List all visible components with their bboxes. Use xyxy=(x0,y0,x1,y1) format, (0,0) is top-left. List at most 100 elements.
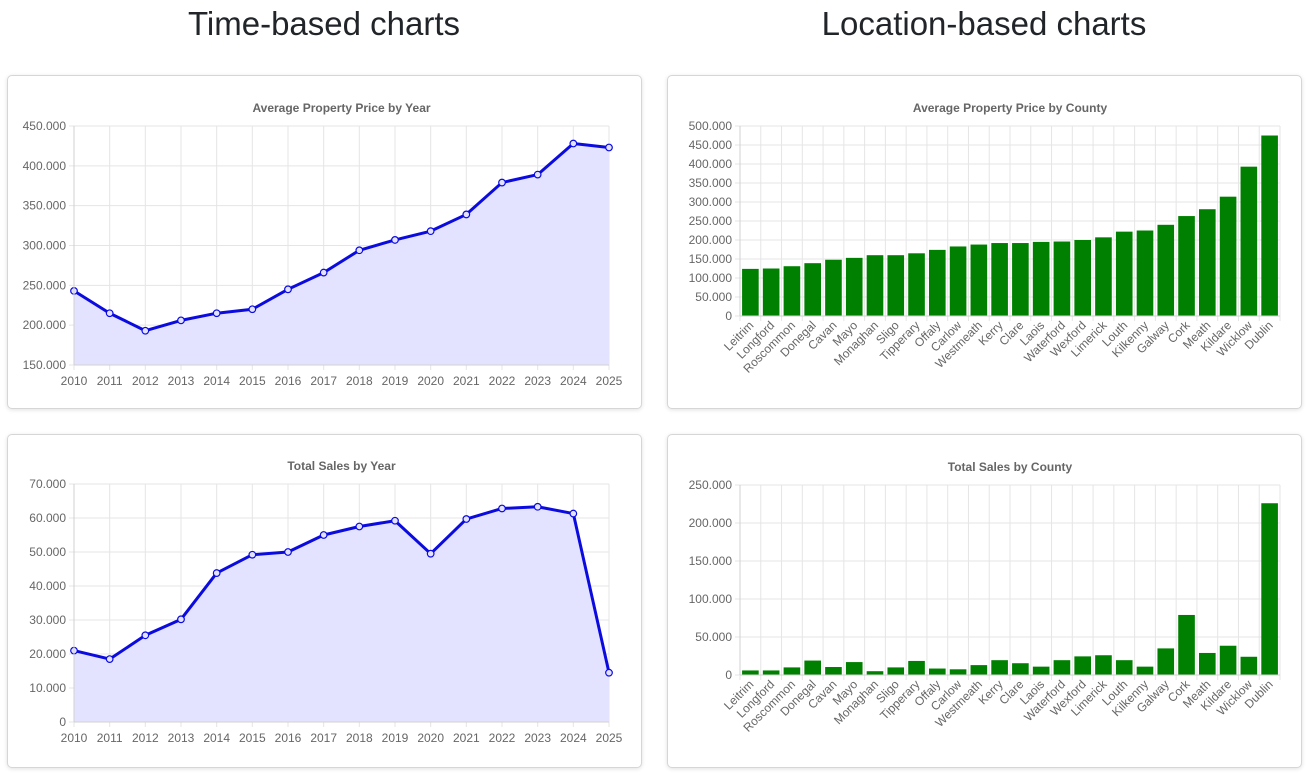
bar xyxy=(742,670,759,675)
x-tick-label: 2018 xyxy=(346,731,373,745)
y-tick-label: 300.000 xyxy=(23,239,67,253)
sales-by-county-chart: Total Sales by County 0 50.000 100.000 150.0… xyxy=(689,460,1281,735)
data-point xyxy=(605,668,613,677)
bar xyxy=(783,667,801,675)
y-tick-label: 150.000 xyxy=(23,358,67,372)
x-tick-label: 2015 xyxy=(239,374,266,388)
data-point xyxy=(498,504,506,513)
y-tick-label: 50.000 xyxy=(29,545,66,559)
bar xyxy=(1012,663,1029,675)
y-tick-label: 200.000 xyxy=(23,318,67,332)
y-tick-label: 250.000 xyxy=(689,478,733,492)
y-tick-label: 0 xyxy=(59,715,66,729)
y-tick-label: 50.000 xyxy=(695,630,732,644)
x-tick-label: 2021 xyxy=(453,374,480,388)
y-tick-label: 200.000 xyxy=(689,516,733,530)
x-tick-label: 2013 xyxy=(168,374,195,388)
price-by-year-card: Average Property Price by Year 150.000 200… xyxy=(7,75,642,409)
data-point xyxy=(141,326,150,335)
bar xyxy=(1053,241,1071,316)
y-tick-label: 60.000 xyxy=(29,511,66,525)
data-point xyxy=(177,316,185,325)
x-tick-label: 2020 xyxy=(417,731,444,745)
data-point xyxy=(177,615,185,624)
bar xyxy=(1074,240,1091,316)
bar xyxy=(949,246,967,316)
y-tick-label: 500.000 xyxy=(689,119,733,133)
data-point xyxy=(569,509,578,518)
bar xyxy=(1219,196,1237,316)
bar xyxy=(908,660,925,675)
x-tick-label: 2016 xyxy=(275,374,302,388)
bar xyxy=(1012,243,1029,316)
data-point xyxy=(533,170,542,179)
bar xyxy=(929,249,946,316)
bar xyxy=(1178,614,1195,675)
bar xyxy=(1136,666,1154,675)
bar xyxy=(1053,660,1071,675)
x-tick-label: 2010 xyxy=(61,731,88,745)
x-tick-label: 2019 xyxy=(382,374,409,388)
data-point xyxy=(426,549,435,558)
bar xyxy=(845,257,863,316)
bar xyxy=(783,266,801,316)
bar xyxy=(908,253,925,316)
bar xyxy=(991,243,1008,316)
bar xyxy=(825,667,842,675)
y-tick-label: 20.000 xyxy=(29,647,66,661)
bar xyxy=(1095,655,1112,675)
bar xyxy=(1240,166,1258,316)
sales-by-year-chart: Total Sales by Year 0 10.000 20.000 30.000 40… xyxy=(29,459,623,745)
location-charts-heading: Location-based charts xyxy=(821,5,1147,42)
y-tick-label: 400.000 xyxy=(689,157,733,171)
data-point xyxy=(105,309,114,318)
x-tick-label: 2025 xyxy=(596,374,623,388)
data-point xyxy=(355,246,364,255)
x-tick-label: 2023 xyxy=(524,731,551,745)
price-by-county-card: Average Property Price by County 0 50.000 1… xyxy=(667,75,1302,409)
series-line xyxy=(73,505,611,674)
y-tick-label: 450.000 xyxy=(23,119,67,133)
x-tick-label: 2025 xyxy=(596,731,623,745)
bar xyxy=(866,255,884,316)
x-tick-label: 2018 xyxy=(346,374,373,388)
bar xyxy=(1261,503,1278,675)
data-point xyxy=(284,548,292,556)
time-charts-heading: Time-based charts xyxy=(187,5,461,42)
bar xyxy=(1032,666,1050,675)
y-tick-label: 200.000 xyxy=(689,233,733,247)
x-tick-label: 2011 xyxy=(97,374,123,388)
y-tick-label: 0 xyxy=(725,309,732,323)
x-tick-label: 2022 xyxy=(489,374,516,388)
bar xyxy=(804,660,821,675)
data-point xyxy=(391,516,399,525)
x-tick-label: 2024 xyxy=(560,374,587,388)
x-tick-label: 2024 xyxy=(560,731,587,745)
bar xyxy=(1074,656,1091,675)
data-point xyxy=(141,631,150,640)
bar xyxy=(887,255,905,316)
bar xyxy=(1261,135,1278,316)
bar xyxy=(949,669,967,675)
sales-by-year-card: Total Sales by Year 0 10.000 20.000 30.000 40… xyxy=(7,434,642,768)
y-tick-label: 100.000 xyxy=(689,592,733,606)
bar xyxy=(970,244,988,316)
x-tick-label: 2023 xyxy=(524,374,551,388)
x-tick-label: 2011 xyxy=(97,731,123,745)
x-tick-label: 2020 xyxy=(417,374,444,388)
data-point xyxy=(319,531,328,539)
bar xyxy=(1095,237,1112,316)
x-tick-label: 2015 xyxy=(239,731,266,745)
y-tick-label: 70.000 xyxy=(29,477,66,491)
x-tick-label: 2012 xyxy=(132,374,159,388)
bar xyxy=(1136,230,1154,316)
bar xyxy=(742,268,759,316)
x-tick-label: 2013 xyxy=(168,731,195,745)
series-line xyxy=(73,142,610,333)
y-tick-label: 100.000 xyxy=(689,271,733,285)
x-tick-label: 2016 xyxy=(275,731,302,745)
x-tick-label: 2022 xyxy=(489,731,516,745)
data-point xyxy=(391,236,399,244)
chart-title: Average Property Price by Year xyxy=(252,101,430,115)
bar xyxy=(1115,231,1133,316)
